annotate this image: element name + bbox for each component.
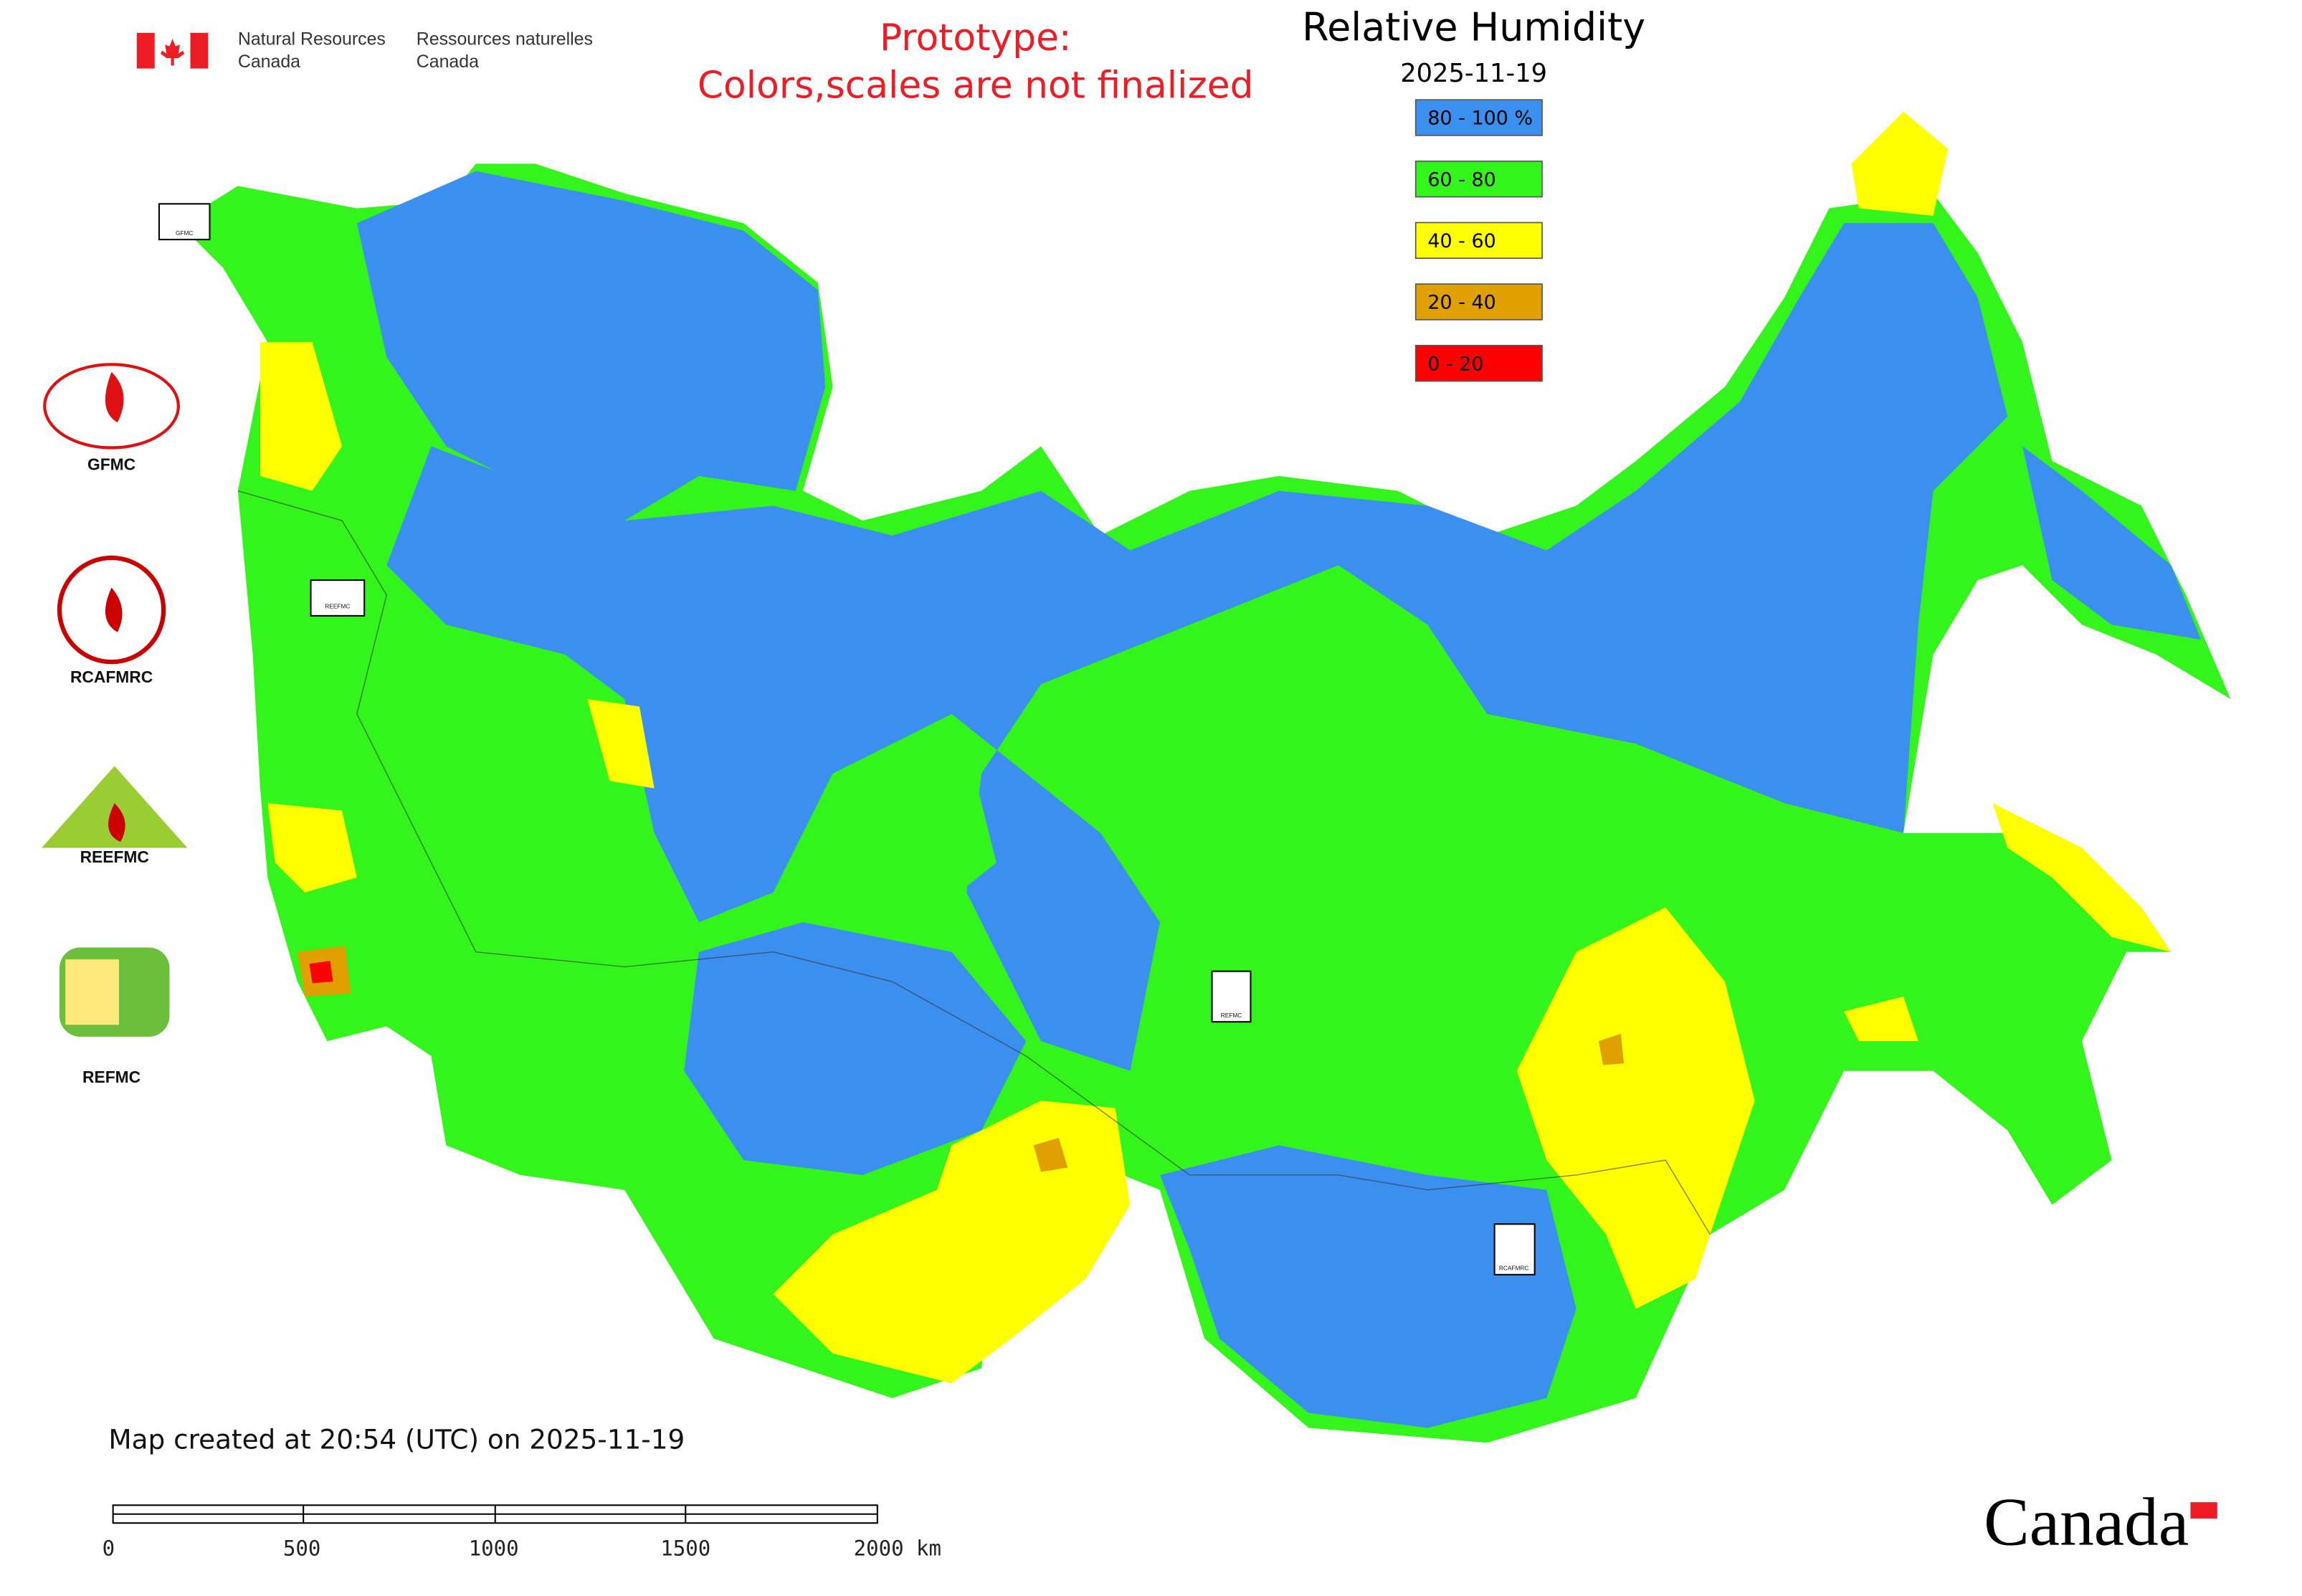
legend-label: 40 - 60 [1427, 230, 1495, 252]
marker-box [310, 579, 366, 617]
humidity-zone [267, 803, 357, 893]
humidity-zone [684, 922, 1027, 1175]
humidity-zone [386, 223, 2008, 1071]
map [178, 111, 2231, 1443]
humidity-zone [1033, 1137, 1068, 1172]
legend-swatch [1414, 160, 1543, 198]
humidity-zone [1159, 1145, 1576, 1428]
marker-label: REFMC [1221, 1012, 1242, 1019]
country-border [237, 490, 1711, 1235]
legend-swatch [1414, 99, 1543, 136]
legend-label: 0 - 20 [1427, 353, 1483, 375]
logo-shape [105, 587, 123, 632]
marker-box [1211, 970, 1252, 1023]
partner-logos: GFMC RCAFMRC REEFMC REFMC [42, 363, 188, 1086]
scale-label: 2000 km [854, 1536, 941, 1561]
legend-swatch [1414, 222, 1543, 260]
canada-wordmark: Canada [1984, 1483, 2189, 1559]
flag-band [136, 32, 155, 69]
agency-en: Canada [238, 52, 300, 72]
map-markers: GFMC REEFMC REFMC RCAFMRC [158, 203, 1536, 1276]
marker-label: GFMC [176, 229, 193, 237]
humidity-zone [260, 342, 343, 491]
logo-label: GFMC [87, 455, 135, 473]
humidity-zone [1851, 111, 1949, 216]
marker-label: REEFMC [325, 603, 350, 610]
logo-label: REEFMC [80, 847, 149, 866]
flag-band [190, 32, 209, 69]
legend-label: 20 - 40 [1427, 292, 1495, 314]
logo-shape [105, 371, 124, 423]
logo-shape [65, 959, 119, 1025]
marker-box [1493, 1223, 1536, 1276]
legend-swatch [1414, 283, 1543, 320]
legend: 80 - 100 % 60 - 80 40 - 60 20 - 40 0 - 20 [1414, 99, 1543, 382]
marker-box [158, 203, 211, 241]
scale-label: 500 [283, 1536, 320, 1561]
map-date: 2025-11-19 [1400, 59, 1547, 88]
humidity-zone [356, 171, 826, 521]
humidity-zone [2022, 446, 2201, 640]
humidity-zone [803, 744, 997, 923]
humidity-zone [1844, 996, 1918, 1042]
scale-label: 1500 [660, 1536, 710, 1561]
legend-swatch [1414, 344, 1543, 382]
humidity-zone [309, 961, 333, 984]
logo-shape [108, 803, 125, 842]
map-title: Relative Humidity [1302, 4, 1645, 49]
wordmark-flag [2190, 1502, 2217, 1519]
creation-note: Map created at 20:54 (UTC) on 2025-11-19 [108, 1424, 685, 1455]
legend-label: 60 - 80 [1427, 168, 1495, 191]
humidity-zone [1992, 803, 2172, 952]
logo-label: REFMC [82, 1068, 141, 1086]
prototype-notice: Colors,scales are not finalized [698, 65, 1254, 108]
agency-fr: Canada [417, 52, 479, 72]
agency-header: Natural Resources Canada Ressources natu… [136, 29, 593, 72]
logo-shape [43, 363, 180, 450]
scale-label: 0 [103, 1536, 115, 1561]
agency-en: Natural Resources [238, 29, 386, 49]
marker-label: RCAFMRC [1499, 1265, 1528, 1272]
agency-fr: Ressources naturelles [417, 29, 593, 49]
legend-label: 80 - 100 % [1427, 108, 1533, 130]
maple-leaf [161, 39, 185, 66]
humidity-zone [587, 699, 655, 789]
prototype-notice: Prototype: [880, 16, 1072, 60]
scale-bar: 0 500 1000 1500 2000 km [103, 1504, 941, 1561]
humidity-zone [1516, 907, 1755, 1309]
humidity-zone [1598, 1033, 1625, 1065]
scale-label: 1000 [469, 1536, 519, 1561]
logo-label: RCAFMRC [70, 668, 153, 686]
